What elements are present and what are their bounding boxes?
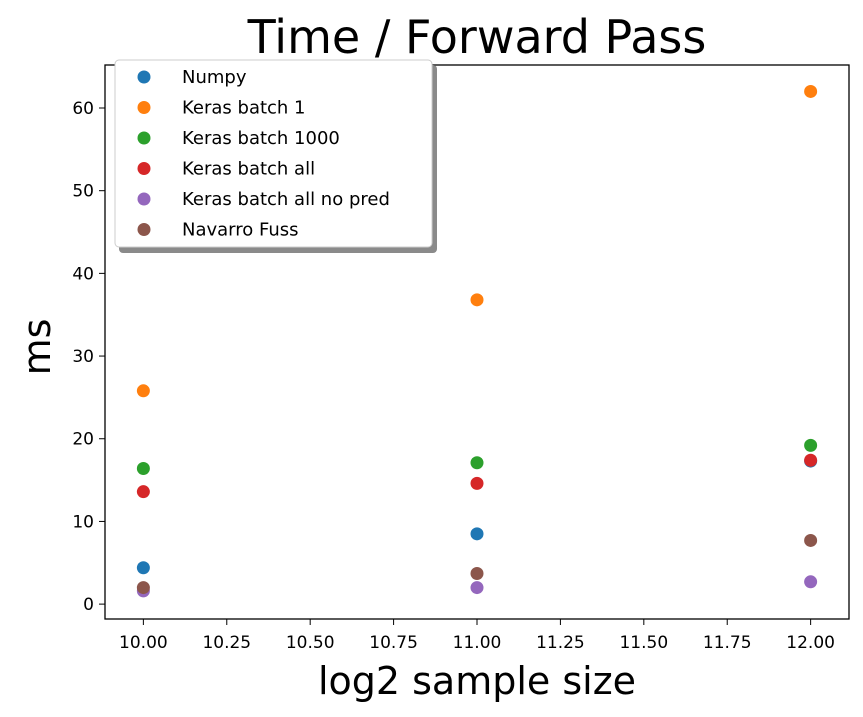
points-layer <box>136 84 818 598</box>
x-axis-label: log2 sample size <box>318 659 636 703</box>
y-axis-label: ms <box>15 319 59 376</box>
data-point <box>804 575 818 589</box>
y-tick-label: 10 <box>72 512 94 532</box>
legend-marker <box>137 101 151 114</box>
legend-box <box>114 59 433 248</box>
x-tick-label: 10.50 <box>286 633 335 653</box>
data-point <box>470 293 484 307</box>
axes-frame <box>104 64 850 620</box>
data-point <box>470 567 484 581</box>
legend-label: Keras batch 1 <box>182 98 306 119</box>
legend-label: Numpy <box>182 67 247 88</box>
legend-marker <box>137 131 151 145</box>
data-point <box>136 384 150 398</box>
legend-marker <box>137 162 151 175</box>
data-point <box>470 581 484 595</box>
data-point <box>470 456 484 470</box>
data-point <box>470 476 484 490</box>
x-tick-label: 10.75 <box>369 633 418 653</box>
data-point <box>470 527 484 541</box>
ticks-layer: 10.00 10.25 10.50 10.75 11.00 11.25 11.50 11.75… <box>72 99 835 653</box>
data-point <box>136 581 150 595</box>
legend-marker <box>137 70 151 84</box>
x-tick-label: 10.00 <box>119 633 168 653</box>
data-point <box>804 438 818 452</box>
x-tick-label: 11.25 <box>536 633 585 653</box>
legend-marker <box>137 223 151 236</box>
y-tick-label: 40 <box>72 264 94 284</box>
y-tick-label: 0 <box>83 595 94 615</box>
data-point <box>804 453 818 467</box>
y-tick-label: 30 <box>72 347 94 367</box>
x-tick-label: 10.25 <box>202 633 251 653</box>
x-tick-label: 11.00 <box>453 633 502 653</box>
data-point <box>136 485 150 499</box>
y-tick-label: 20 <box>72 430 94 450</box>
x-tick-label: 11.50 <box>619 633 668 653</box>
legend-label: Keras batch all <box>182 159 315 180</box>
legend-marker <box>137 192 151 206</box>
x-tick-label: 11.75 <box>703 633 752 653</box>
data-point <box>804 533 818 547</box>
legend-label: Navarro Fuss <box>182 220 299 241</box>
y-tick-label: 50 <box>72 182 94 202</box>
y-tick-label: 60 <box>72 99 94 119</box>
data-point <box>804 84 818 98</box>
chart-title: Time / Forward Pass <box>247 10 707 64</box>
data-point <box>136 561 150 575</box>
x-tick-label: 12.00 <box>786 633 835 653</box>
legend: Numpy Keras batch 1 Keras batch 1000 Keras … <box>114 59 437 253</box>
legend-label: Keras batch 1000 <box>182 128 340 149</box>
legend-label: Keras batch all no pred <box>182 189 390 210</box>
data-point <box>136 462 150 476</box>
